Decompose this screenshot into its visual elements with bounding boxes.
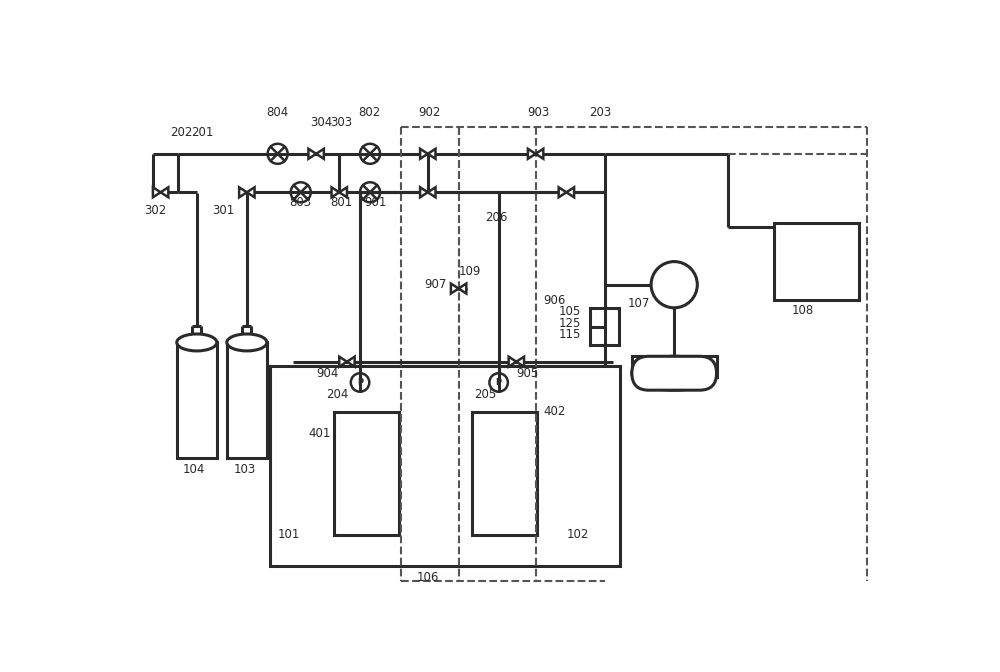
Text: 804: 804 <box>266 106 288 120</box>
Polygon shape <box>516 357 524 367</box>
Text: 205: 205 <box>474 388 496 401</box>
Bar <box>774 223 859 300</box>
Text: 101: 101 <box>278 528 300 542</box>
Text: 103: 103 <box>234 463 256 476</box>
Bar <box>632 356 717 376</box>
Ellipse shape <box>227 334 267 351</box>
Text: 203: 203 <box>590 106 612 120</box>
Bar <box>177 343 217 458</box>
Text: 109: 109 <box>459 265 481 278</box>
Polygon shape <box>239 187 247 198</box>
Text: 302: 302 <box>144 204 167 216</box>
Polygon shape <box>428 149 436 159</box>
Text: 125: 125 <box>559 317 581 330</box>
Polygon shape <box>420 187 428 198</box>
Text: 904: 904 <box>316 367 339 380</box>
Text: 107: 107 <box>627 298 650 310</box>
Text: 108: 108 <box>791 304 813 317</box>
Text: 201: 201 <box>191 126 214 140</box>
Polygon shape <box>332 187 339 198</box>
Bar <box>472 412 537 535</box>
Polygon shape <box>161 187 168 198</box>
Polygon shape <box>339 357 347 367</box>
Text: 905: 905 <box>516 367 539 380</box>
Polygon shape <box>316 149 324 159</box>
Text: P: P <box>496 378 502 387</box>
Text: 301: 301 <box>212 204 234 216</box>
Text: 907: 907 <box>424 278 446 291</box>
Text: 102: 102 <box>566 528 589 542</box>
Text: 303: 303 <box>330 116 352 130</box>
Polygon shape <box>566 187 574 198</box>
Ellipse shape <box>177 334 217 351</box>
Polygon shape <box>347 357 355 367</box>
Polygon shape <box>339 187 347 198</box>
Text: 204: 204 <box>326 388 349 401</box>
Ellipse shape <box>632 356 717 390</box>
Polygon shape <box>420 149 428 159</box>
Polygon shape <box>536 149 543 159</box>
Bar <box>227 343 267 458</box>
Text: 104: 104 <box>183 463 205 476</box>
Polygon shape <box>509 357 516 367</box>
Text: 902: 902 <box>419 106 441 120</box>
Polygon shape <box>308 149 316 159</box>
Polygon shape <box>451 284 459 294</box>
Polygon shape <box>528 149 536 159</box>
Polygon shape <box>153 187 161 198</box>
Bar <box>334 412 399 535</box>
Text: 803: 803 <box>289 196 311 209</box>
Text: 901: 901 <box>365 196 387 209</box>
Text: 206: 206 <box>486 211 508 224</box>
Text: 304: 304 <box>310 116 332 130</box>
Text: 115: 115 <box>559 328 581 341</box>
Polygon shape <box>459 284 466 294</box>
Polygon shape <box>559 187 566 198</box>
Text: 906: 906 <box>543 294 566 306</box>
Text: 903: 903 <box>527 106 549 120</box>
Text: 105: 105 <box>559 305 581 318</box>
Bar <box>270 366 620 566</box>
Text: 106: 106 <box>417 571 439 584</box>
Text: 801: 801 <box>330 196 352 209</box>
Circle shape <box>351 373 369 392</box>
FancyBboxPatch shape <box>632 356 717 390</box>
Circle shape <box>489 373 508 392</box>
Bar <box>590 308 619 345</box>
Polygon shape <box>428 187 436 198</box>
Text: 202: 202 <box>170 126 192 140</box>
Text: 802: 802 <box>358 106 381 120</box>
Text: 401: 401 <box>308 427 331 439</box>
Text: 402: 402 <box>543 405 566 418</box>
Text: P: P <box>357 378 363 387</box>
Polygon shape <box>247 187 255 198</box>
